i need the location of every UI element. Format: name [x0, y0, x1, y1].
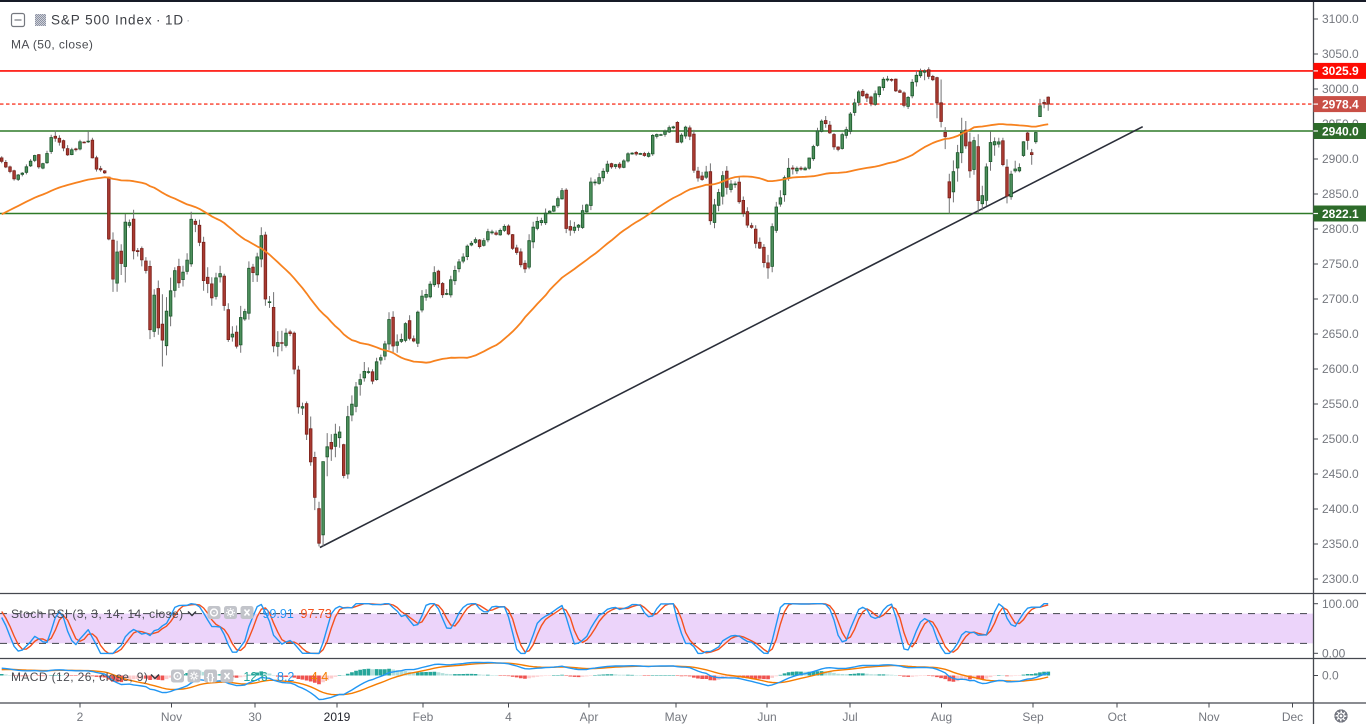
- svg-text:100.00: 100.00: [1322, 597, 1359, 611]
- svg-text:Nov: Nov: [161, 710, 182, 724]
- svg-text:3050.0: 3050.0: [1322, 47, 1359, 61]
- svg-text:Jul: Jul: [842, 710, 857, 724]
- svg-text:12.6: 12.6: [243, 670, 267, 684]
- svg-text:Apr: Apr: [580, 710, 599, 724]
- svg-text:2019: 2019: [324, 710, 351, 724]
- svg-text:30: 30: [248, 710, 262, 724]
- svg-text:2550.0: 2550.0: [1322, 397, 1359, 411]
- svg-text:0.00: 0.00: [1322, 647, 1346, 661]
- svg-text:May: May: [665, 710, 688, 724]
- svg-text:2650.0: 2650.0: [1322, 327, 1359, 341]
- svg-text:2350.0: 2350.0: [1322, 537, 1359, 551]
- svg-text:4: 4: [505, 710, 512, 724]
- svg-text:2850.0: 2850.0: [1322, 187, 1359, 201]
- svg-text:99.91: 99.91: [263, 607, 294, 621]
- svg-text:Oct: Oct: [1108, 710, 1127, 724]
- svg-text:0.0: 0.0: [1322, 669, 1339, 683]
- svg-text:4.4: 4.4: [311, 670, 328, 684]
- svg-text:2700.0: 2700.0: [1322, 292, 1359, 306]
- svg-text:2800.0: 2800.0: [1322, 222, 1359, 236]
- svg-text:Dec: Dec: [1282, 710, 1303, 724]
- svg-text:2600.0: 2600.0: [1322, 362, 1359, 376]
- svg-text:2500.0: 2500.0: [1322, 432, 1359, 446]
- svg-text:·: ·: [156, 13, 161, 28]
- svg-text:2400.0: 2400.0: [1322, 502, 1359, 516]
- svg-text:2300.0: 2300.0: [1322, 572, 1359, 586]
- svg-text:1D: 1D: [165, 13, 184, 28]
- svg-text:Feb: Feb: [413, 710, 434, 724]
- svg-text:2822.1: 2822.1: [1322, 207, 1359, 221]
- svg-text:8.2: 8.2: [277, 670, 294, 684]
- svg-text:Sep: Sep: [1022, 710, 1044, 724]
- svg-text:3100.0: 3100.0: [1322, 12, 1359, 26]
- svg-text:3025.9: 3025.9: [1322, 64, 1359, 78]
- svg-text:S&P 500 Index: S&P 500 Index: [51, 13, 153, 28]
- svg-text:2450.0: 2450.0: [1322, 467, 1359, 481]
- svg-text:MACD (12, 26, close, 9): MACD (12, 26, close, 9): [11, 670, 148, 684]
- svg-text:2900.0: 2900.0: [1322, 152, 1359, 166]
- svg-text:2: 2: [77, 710, 84, 724]
- svg-text:2750.0: 2750.0: [1322, 257, 1359, 271]
- svg-text:Nov: Nov: [1198, 710, 1219, 724]
- svg-text:Jun: Jun: [757, 710, 776, 724]
- svg-text:2978.4: 2978.4: [1322, 97, 1359, 111]
- svg-text:·: ·: [186, 13, 190, 28]
- svg-text:{}: {}: [207, 673, 215, 684]
- svg-text:Stoch RSI (3, 3, 14, 14, close: Stoch RSI (3, 3, 14, 14, close): [11, 607, 183, 621]
- svg-text:2940.0: 2940.0: [1322, 124, 1359, 138]
- svg-text:MA (50, close): MA (50, close): [11, 37, 93, 51]
- svg-text:97.73: 97.73: [301, 607, 332, 621]
- svg-text:Aug: Aug: [931, 710, 952, 724]
- svg-text:3000.0: 3000.0: [1322, 82, 1359, 96]
